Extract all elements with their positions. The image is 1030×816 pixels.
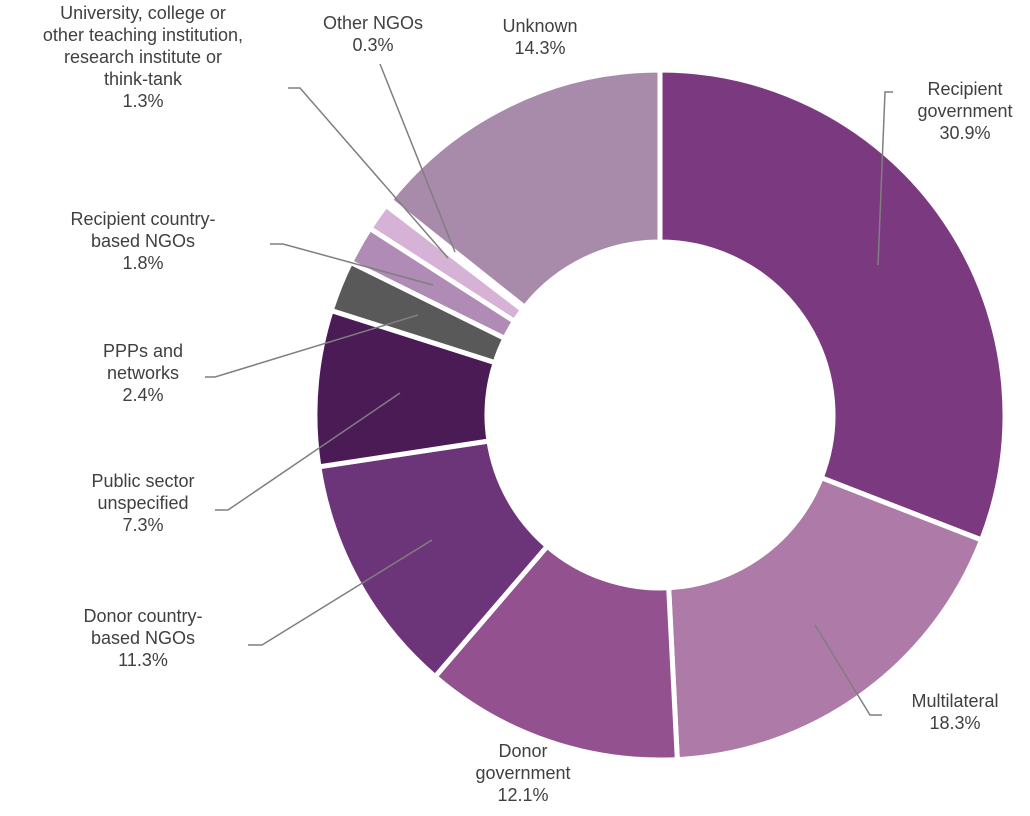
- slice-label: Donor government 12.1%: [373, 740, 673, 806]
- donut-slice: [666, 474, 985, 763]
- category-label: Recipient country- based NGOs: [70, 209, 216, 251]
- value-label: 2.4%: [122, 385, 164, 405]
- slice-label: Multilateral 18.3%: [805, 690, 1030, 734]
- category-label: PPPs and networks: [102, 341, 184, 383]
- slice-label: PPPs and networks 2.4%: [0, 340, 293, 406]
- value-label: 1.3%: [122, 91, 164, 111]
- category-label: Public sector unspecified: [91, 471, 195, 513]
- slice-label: Recipient government 30.9%: [815, 78, 1030, 144]
- value-label: 7.3%: [122, 515, 164, 535]
- category-label: University, college or other teaching in…: [42, 3, 244, 89]
- category-label: Other NGOs: [322, 13, 424, 33]
- value-label: 14.3%: [514, 38, 566, 58]
- category-label: Donor government: [475, 741, 571, 783]
- value-label: 12.1%: [497, 785, 549, 805]
- donut-slice: [657, 67, 1008, 544]
- value-label: 30.9%: [939, 123, 991, 143]
- category-label: Donor country- based NGOs: [83, 606, 203, 648]
- leader-line: [215, 392, 401, 511]
- leader-line: [814, 624, 882, 716]
- value-label: 1.8%: [122, 253, 164, 273]
- category-label: Recipient government: [917, 79, 1013, 121]
- leader-line: [288, 87, 449, 259]
- leader-line: [270, 243, 434, 286]
- slice-label: Unknown 14.3%: [390, 15, 690, 59]
- slice-label: Other NGOs 0.3%: [223, 12, 523, 56]
- donut-slice: [431, 542, 680, 763]
- category-label: Multilateral: [911, 691, 999, 711]
- leader-line: [877, 91, 893, 266]
- leader-line: [248, 539, 433, 646]
- value-label: 11.3%: [118, 650, 168, 670]
- donut-slice: [386, 67, 663, 311]
- slice-label: Public sector unspecified 7.3%: [0, 470, 293, 536]
- leader-line: [379, 63, 456, 253]
- value-label: 0.3%: [352, 35, 394, 55]
- value-label: 18.3%: [929, 713, 981, 733]
- category-label: Unknown: [502, 16, 578, 36]
- slice-label: Donor country- based NGOs 11.3%: [0, 605, 293, 671]
- leader-line: [205, 314, 419, 378]
- slice-label: Recipient country- based NGOs 1.8%: [0, 208, 293, 274]
- slice-label: University, college or other teaching in…: [0, 2, 293, 112]
